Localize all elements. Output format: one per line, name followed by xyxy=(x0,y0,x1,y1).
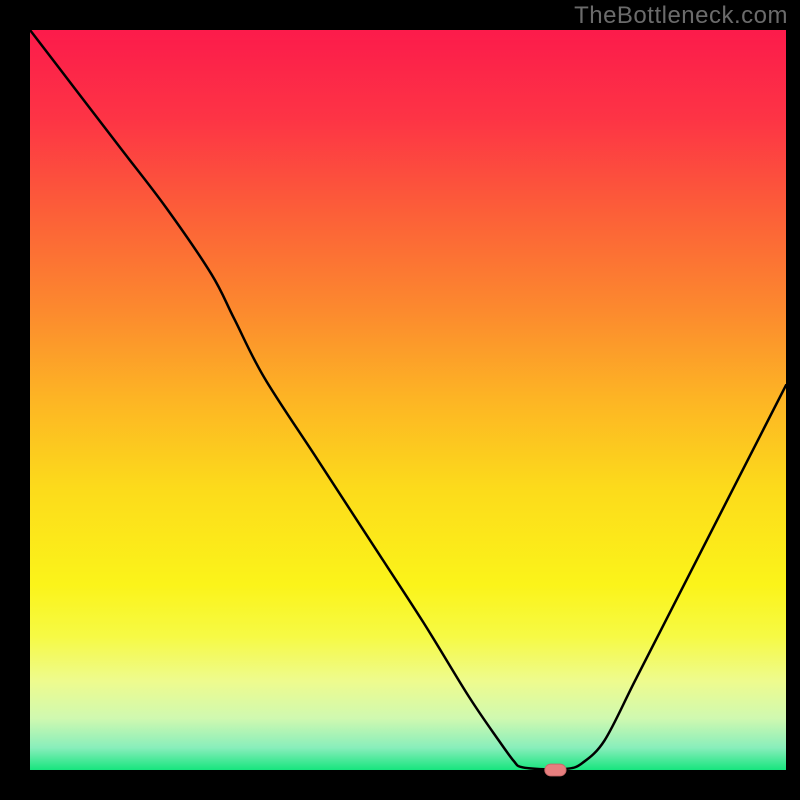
chart-background xyxy=(30,30,786,770)
watermark-text: TheBottleneck.com xyxy=(574,2,788,30)
bottleneck-chart xyxy=(0,0,800,800)
optimal-point-marker xyxy=(545,764,566,776)
